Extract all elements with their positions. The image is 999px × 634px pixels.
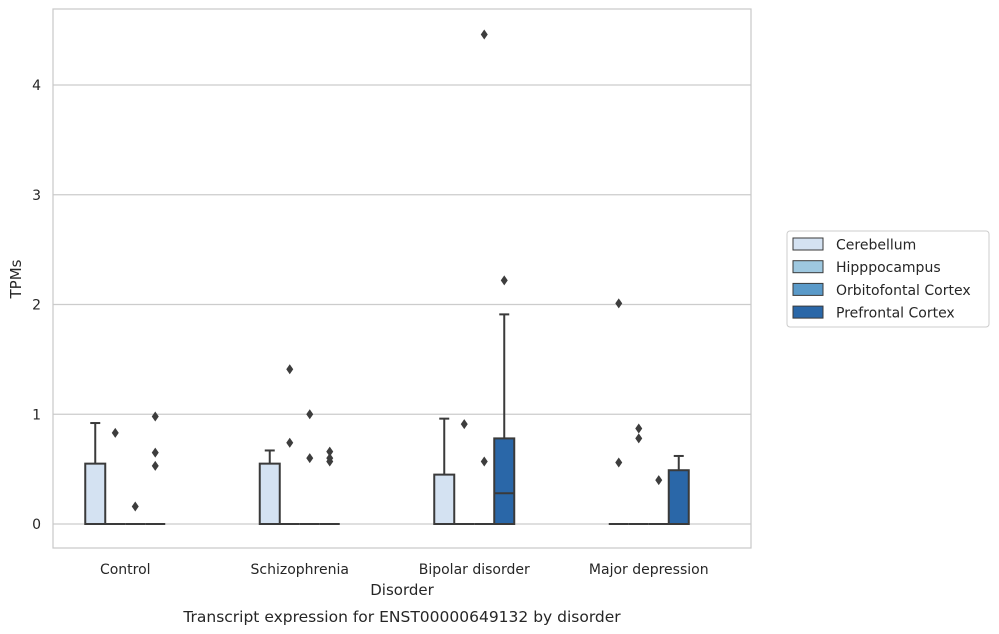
box-body: [258, 462, 281, 526]
legend-swatch: [792, 305, 824, 319]
box-1-1: [279, 364, 300, 525]
legend-label: Prefrontal Cortex: [836, 306, 955, 322]
outlier-point: [460, 419, 468, 430]
y-tick-label: 0: [32, 517, 41, 533]
box-3-0: [145, 411, 166, 525]
outlier-point: [151, 411, 159, 422]
outlier-point: [326, 446, 334, 457]
x-tick-label: Major depression: [589, 562, 709, 578]
box-3-1: [319, 446, 340, 525]
outlier-point: [655, 475, 663, 486]
x-tick-label: Bipolar disorder: [419, 562, 530, 578]
box-body: [493, 437, 516, 525]
chart-caption: Transcript expression for ENST0000064913…: [182, 608, 621, 626]
legend-label: Hipppocampus: [836, 260, 941, 276]
legend: Cerebellum Hipppocampus Orbitofontal Corte…: [786, 230, 990, 328]
outlier-point: [615, 457, 623, 468]
box-0-2: [433, 417, 456, 525]
box-0-3: [608, 298, 629, 525]
box-2-0: [125, 501, 146, 525]
box-2-2: [474, 29, 495, 525]
legend-swatch: [792, 237, 824, 251]
outlier-point: [151, 447, 159, 458]
outlier-point: [615, 298, 623, 309]
outlier-point: [635, 423, 643, 434]
y-tick-label: 4: [32, 78, 41, 94]
grid-lines: [53, 84, 751, 525]
y-tick-labels: 0 1 2 3 4: [32, 78, 41, 533]
box-3-3: [667, 454, 690, 526]
y-tick-label: 2: [32, 298, 41, 314]
x-tick-label: Schizophrenia: [251, 562, 349, 578]
outlier-point: [635, 433, 643, 444]
box-body: [433, 473, 456, 525]
box-0-1: [258, 449, 281, 526]
x-tick-labels: Control Schizophrenia Bipolar disorder Majo…: [100, 562, 709, 578]
outlier-point: [151, 460, 159, 471]
boxes: [84, 29, 690, 526]
box-1-0: [105, 427, 126, 525]
legend-swatch: [792, 282, 824, 296]
x-axis-label: Disorder: [370, 581, 434, 599]
outlier-point: [500, 275, 508, 286]
y-axis-label: TPMs: [7, 259, 25, 299]
y-tick-label: 3: [32, 188, 41, 204]
box-1-3: [628, 423, 649, 525]
legend-label: Orbitofontal Cortex: [836, 283, 971, 299]
box-body: [84, 462, 107, 526]
box-1-2: [454, 419, 475, 525]
y-tick-label: 1: [32, 407, 41, 423]
outlier-point: [286, 437, 294, 448]
outlier-point: [480, 29, 488, 40]
outlier-point: [480, 456, 488, 467]
legend-swatch: [792, 260, 824, 274]
outlier-point: [286, 364, 294, 375]
box-body: [667, 469, 690, 526]
x-tick-label: Control: [100, 562, 151, 578]
box-2-1: [299, 409, 320, 525]
box-0-0: [84, 422, 107, 526]
outlier-point: [111, 427, 119, 438]
legend-frame: [786, 230, 990, 328]
outlier-point: [306, 453, 314, 464]
outlier-point: [306, 409, 314, 420]
legend-label: Cerebellum: [836, 238, 916, 254]
box-2-3: [648, 475, 669, 525]
plot-frame: [52, 8, 752, 549]
outlier-point: [326, 453, 334, 464]
box-3-2: [493, 275, 516, 525]
outlier-point: [131, 501, 139, 512]
